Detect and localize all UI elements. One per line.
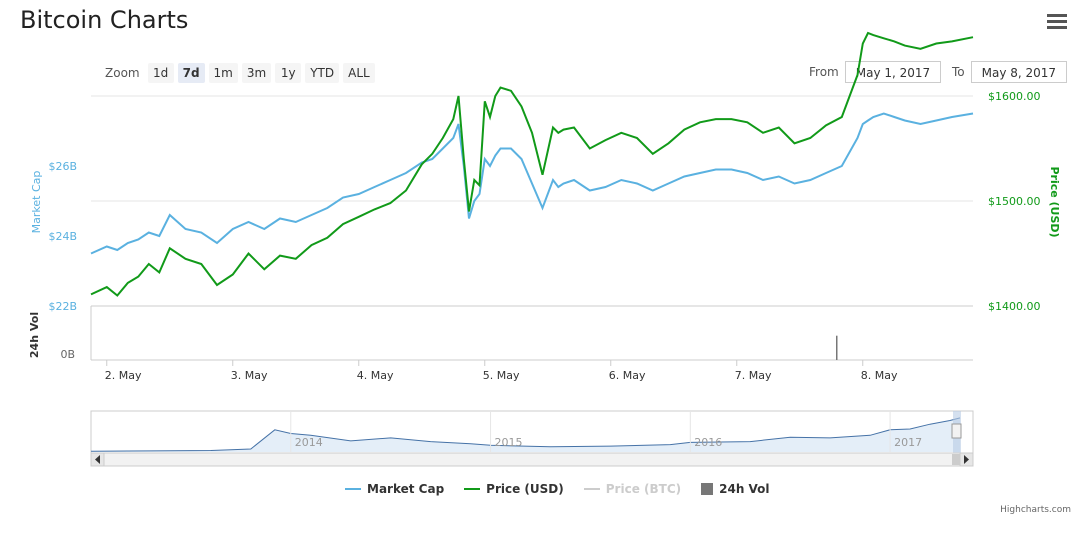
navigator-handle[interactable] [951,423,962,439]
to-label: To [952,65,965,79]
zoom-1d-button[interactable]: 1d [147,63,174,83]
navigator-tick-label: 2014 [295,436,323,449]
zoom-ytd-button[interactable]: YTD [305,63,340,83]
scrollbar-thumb[interactable] [952,454,960,465]
zoom-1y-button[interactable]: 1y [275,63,302,83]
x-tick-label: 7. May [735,369,772,382]
legend-item-market-cap[interactable]: Market Cap [345,482,444,496]
y-left-tick-label: $22B [48,300,77,313]
x-tick-label: 5. May [483,369,520,382]
legend-label: Price (BTC) [605,482,682,496]
volume-axis-title: 24h Vol [28,312,41,358]
navigator-tick-label: 2015 [495,436,523,449]
navigator-tick-label: 2017 [894,436,922,449]
x-tick-label: 8. May [861,369,898,382]
zoom-toolbar: Zoom 1d 7d 1m 3m 1y YTD ALL [105,62,379,84]
to-date-input[interactable]: May 8, 2017 [970,61,1068,83]
from-label: From [809,65,839,79]
legend: Market Cap Price (USD) Price (BTC) 24h V… [345,482,790,496]
date-range-to: To May 8, 2017 [952,61,1068,83]
legend-symbol [464,488,481,490]
navigator-tick-label: 2016 [694,436,722,449]
y-left-title: Market Cap [30,171,43,234]
scroll-right-arrow-icon [964,455,969,464]
x-tick-label: 2. May [105,369,142,382]
volume-axis: 0B [60,348,75,361]
legend-item-24h-vol[interactable]: 24h Vol [701,482,770,496]
hamburger-menu-icon[interactable] [1047,14,1067,30]
y-right-tick-label: $1600.00 [988,90,1041,103]
legend-label: 24h Vol [719,482,770,496]
x-tick-label: 6. May [609,369,646,382]
scroll-left-arrow-icon [95,455,100,464]
legend-symbol [345,488,361,490]
x-tick-label: 3. May [231,369,268,382]
legend-item-price-btc[interactable]: Price (BTC) [583,482,682,496]
zoom-label: Zoom [105,66,140,80]
series-price-usd-line [90,31,974,297]
y-right-title: Price (USD) [1048,166,1061,237]
menu-bar [1047,14,1067,17]
highcharts-credit-link[interactable]: Highcharts.com [1000,505,1071,515]
date-range-from: From May 1, 2017 [809,61,942,83]
x-axis: 2. May 3. May 4. May 5. May 6. May 7. May 8. M… [105,360,898,382]
zoom-1m-button[interactable]: 1m [208,63,238,83]
scrollbar-track[interactable] [90,452,974,467]
y-right-tick-label: $1400.00 [988,300,1041,313]
y-left-tick-label: $26B [48,160,77,173]
x-tick-label: 4. May [357,369,394,382]
y-right-tick-label: $1500.00 [988,195,1041,208]
y-left-axis: $26B $24B $22B [48,160,77,313]
legend-label: Price (USD) [486,482,564,496]
navigator-area [91,417,960,452]
legend-label: Market Cap [367,482,445,496]
series-market-cap-line [90,112,974,255]
legend-item-price-usd[interactable]: Price (USD) [464,482,564,496]
page-title: Bitcoin Charts [20,6,189,34]
legend-symbol [583,488,600,490]
volume-bars [836,335,838,360]
from-date-input[interactable]: May 1, 2017 [844,61,942,83]
zoom-all-button[interactable]: ALL [343,63,375,83]
zoom-3m-button[interactable]: 3m [241,63,272,83]
menu-bar [1047,26,1067,29]
volume-bar [836,335,838,360]
y-left-tick-label: $24B [48,230,77,243]
grid [91,95,973,307]
zoom-7d-button[interactable]: 7d [177,63,205,83]
menu-bar [1047,20,1067,23]
y-right-axis: $1600.00 $1500.00 $1400.00 [988,90,1041,313]
volume-tick-label: 0B [60,348,75,361]
navigator-axis: 2014 2015 2016 2017 [290,411,922,452]
legend-symbol [701,483,714,495]
